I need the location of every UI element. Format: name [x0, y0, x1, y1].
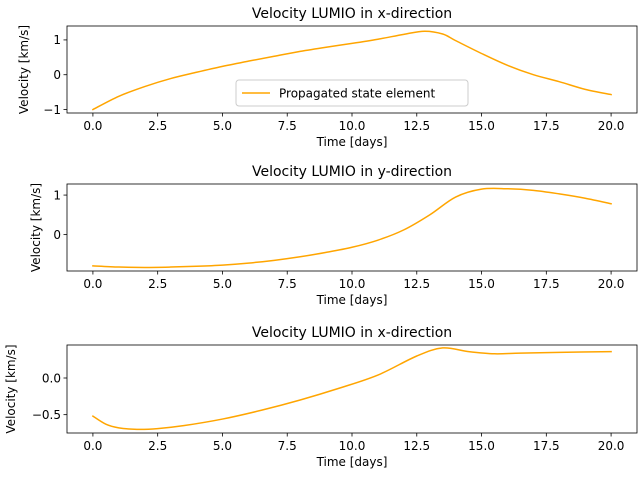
x-tick-label: 2.5 — [148, 439, 167, 453]
subplot-title: Velocity LUMIO in x-direction — [252, 325, 452, 341]
legend-entry-label: Propagated state element — [279, 86, 435, 100]
x-tick-label: 2.5 — [148, 277, 167, 291]
y-axis-label: Velocity [km/s] — [17, 25, 31, 114]
x-tick-label: 7.5 — [278, 277, 297, 291]
y-axis-label: Velocity [km/s] — [4, 344, 18, 433]
series-line-1 — [92, 187, 612, 269]
x-tick-label: 12.5 — [403, 277, 430, 291]
x-tick-label: 5.0 — [213, 439, 232, 453]
y-tick-label: 1 — [53, 33, 61, 47]
x-tick-label: 10.0 — [339, 277, 366, 291]
y-tick-label: 1 — [53, 188, 61, 202]
series-line-1 — [91, 347, 612, 431]
x-tick-label: 17.5 — [533, 119, 560, 133]
x-tick-label: 7.5 — [278, 439, 297, 453]
y-tick-label: −1 — [43, 103, 61, 117]
subplot-3: Velocity LUMIO in x-direction 0.0 2.5 5.0 7.… — [4, 325, 638, 469]
x-tick-label: 5.0 — [213, 119, 232, 133]
x-axis-label: Time [days] — [316, 135, 388, 149]
y-tick-label: 0 — [53, 68, 61, 82]
x-axis-label: Time [days] — [316, 455, 388, 469]
x-axis-label: Time [days] — [316, 293, 388, 307]
x-tick-label: 7.5 — [278, 119, 297, 133]
x-tick-label: 15.0 — [468, 439, 495, 453]
x-tick-label: 17.5 — [533, 439, 560, 453]
y-axis-label: Velocity [km/s] — [29, 183, 43, 272]
x-tick-label: 10.0 — [339, 439, 366, 453]
subplot-title: Velocity LUMIO in y-direction — [252, 164, 452, 180]
x-tick-label: 15.0 — [468, 119, 495, 133]
y-tick-label: 0.0 — [42, 371, 61, 385]
x-tick-label: 2.5 — [148, 119, 167, 133]
x-tick-label: 17.5 — [533, 277, 560, 291]
subplots-group: Velocity LUMIO in x-direction 0.0 2.5 5.0 7.… — [4, 6, 638, 469]
legend-box — [235, 79, 469, 107]
subplot-1: Velocity LUMIO in x-direction 0.0 2.5 5.0 7.… — [17, 6, 638, 149]
subplot-title: Velocity LUMIO in x-direction — [252, 6, 452, 22]
x-tick-label: 15.0 — [468, 277, 495, 291]
x-tick-label: 20.0 — [598, 439, 625, 453]
x-tick-label: 20.0 — [598, 277, 625, 291]
x-tick-label: 0.0 — [83, 277, 102, 291]
x-tick-label: 0.0 — [83, 119, 102, 133]
x-tick-label: 5.0 — [213, 277, 232, 291]
y-tick-label: 0 — [53, 228, 61, 242]
subplot-2: Velocity LUMIO in y-direction 0.0 2.5 5.0 7.… — [29, 164, 638, 307]
x-tick-label: 20.0 — [598, 119, 625, 133]
x-tick-label: 0.0 — [83, 439, 102, 453]
x-tick-label: 12.5 — [403, 439, 430, 453]
series-line-1 — [91, 30, 612, 111]
y-tick-label: −0.5 — [32, 408, 61, 422]
x-tick-label: 12.5 — [403, 119, 430, 133]
legend: Propagated state element — [235, 79, 469, 107]
x-tick-label: 10.0 — [339, 119, 366, 133]
